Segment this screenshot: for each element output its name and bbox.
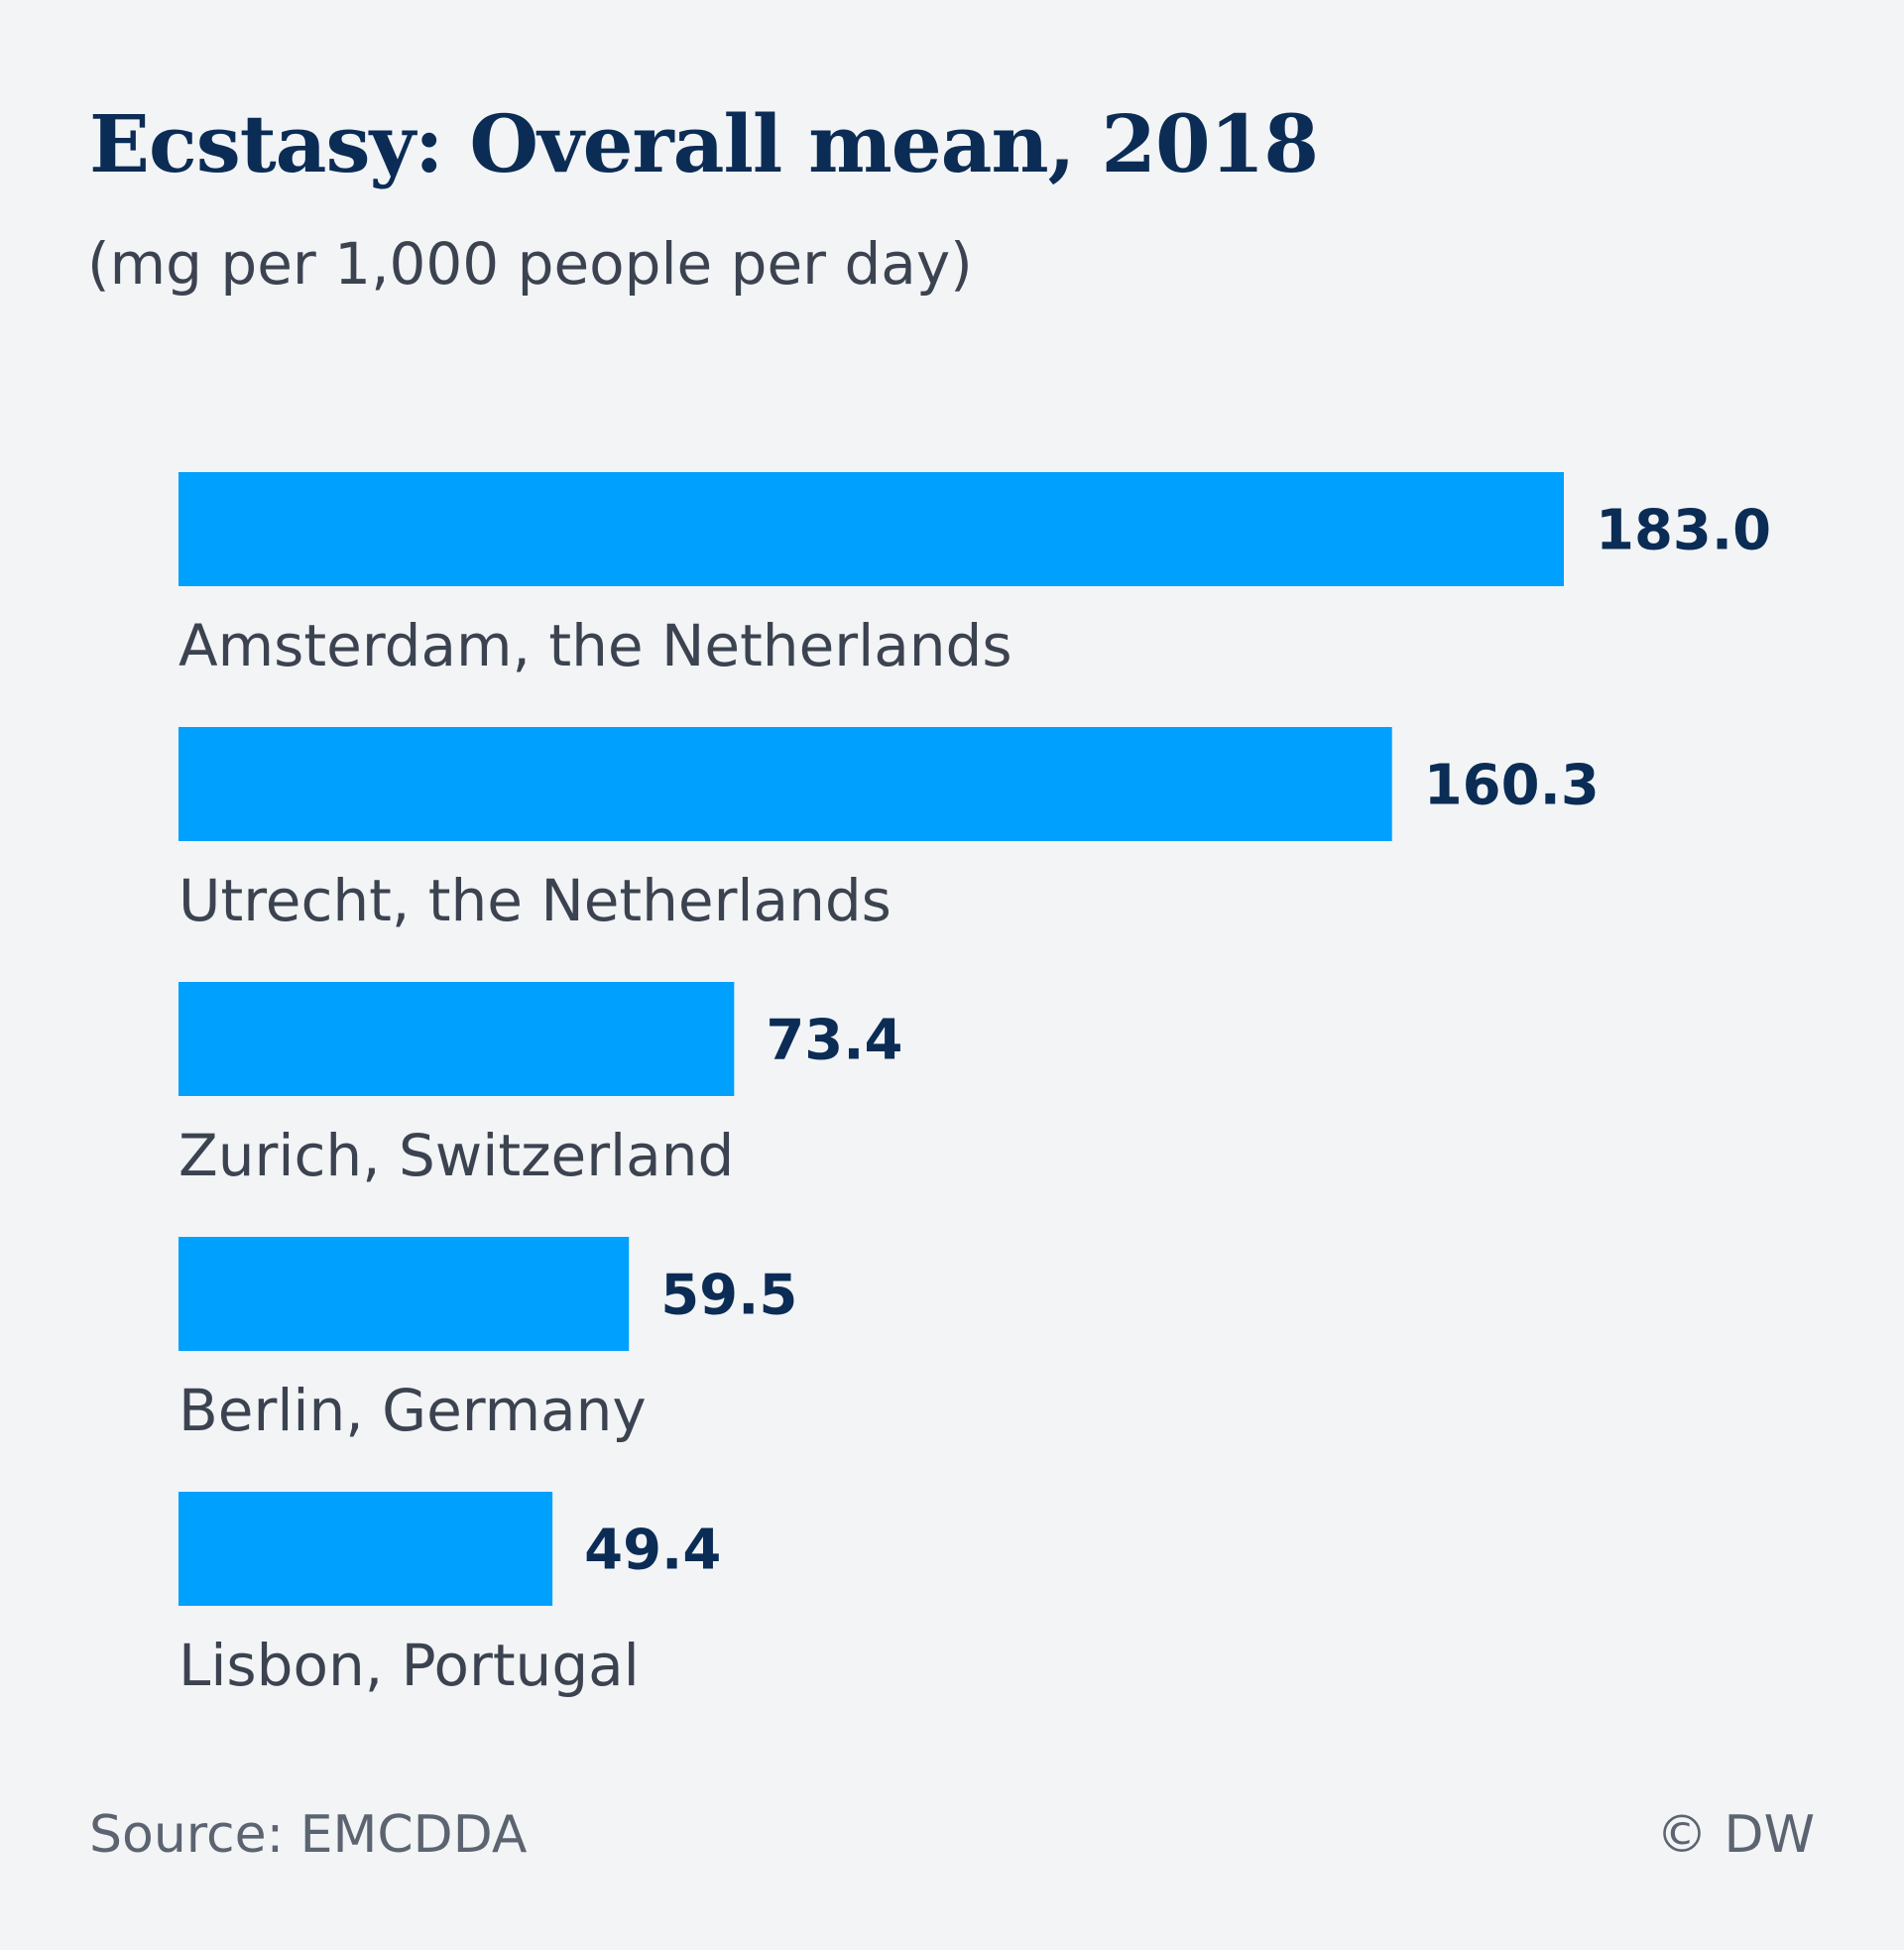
- value-label: 183.0: [1596, 499, 1771, 563]
- category-label: Utrecht, the Netherlands: [178, 867, 892, 934]
- category-label: Zurich, Switzerland: [178, 1122, 734, 1189]
- value-label: 160.3: [1424, 754, 1600, 818]
- bar: [178, 1492, 553, 1606]
- category-label: Berlin, Germany: [178, 1377, 647, 1444]
- bar: [178, 727, 1392, 841]
- source-note: Source: EMCDDA: [89, 1805, 528, 1865]
- bar: [178, 982, 735, 1096]
- category-label: Lisbon, Portugal: [178, 1632, 640, 1699]
- value-label: 59.5: [660, 1264, 797, 1328]
- chart-title: Ecstasy: Overall mean, 2018: [89, 97, 1319, 190]
- value-label: 73.4: [766, 1009, 902, 1073]
- category-label: Amsterdam, the Netherlands: [178, 612, 1012, 679]
- bar: [178, 1237, 630, 1351]
- chart-subtitle: (mg per 1,000 people per day): [87, 230, 973, 298]
- bar: [178, 472, 1564, 586]
- value-label: 49.4: [584, 1519, 721, 1583]
- copyright-credit: © DW: [1656, 1805, 1815, 1865]
